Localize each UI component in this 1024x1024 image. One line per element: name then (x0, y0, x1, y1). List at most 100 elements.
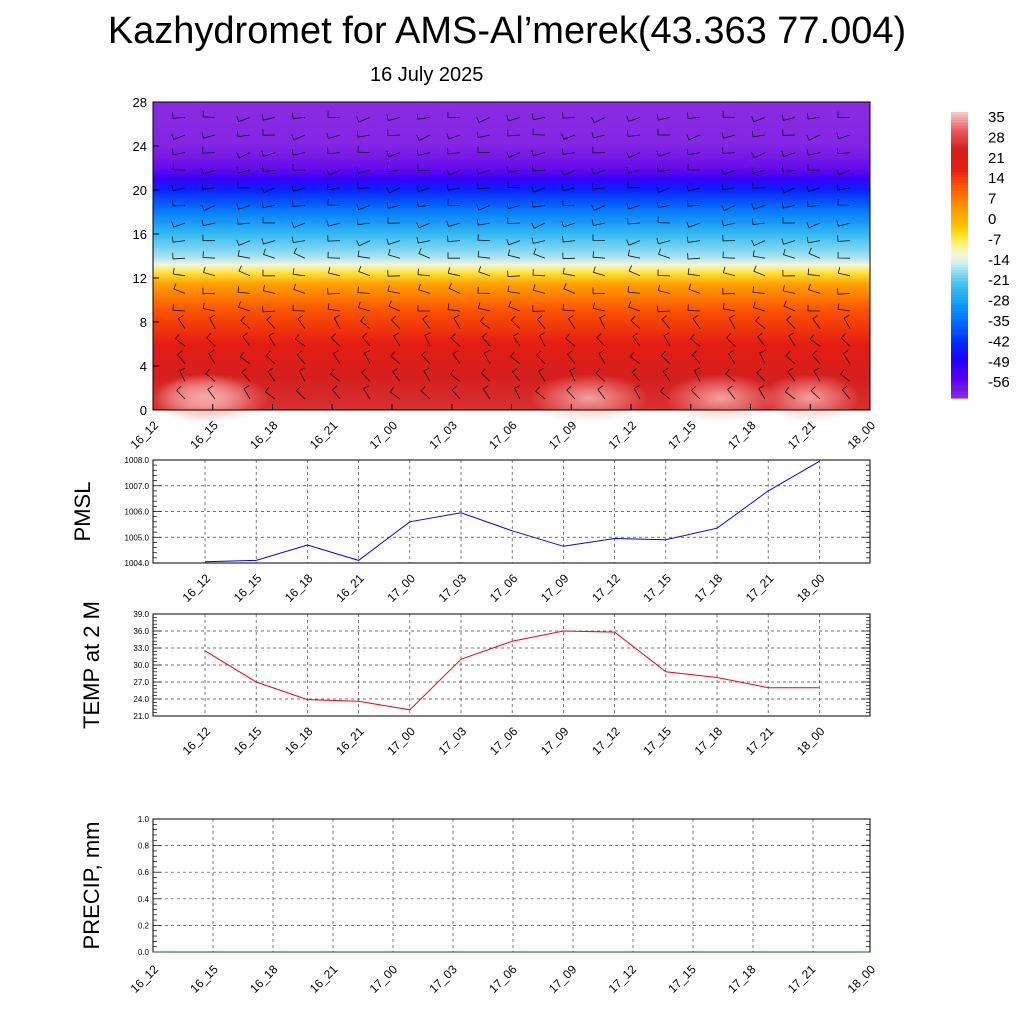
wind-barb (758, 385, 766, 400)
wind-barb (752, 301, 766, 312)
wind-barb (480, 368, 491, 382)
colorbar-segment (951, 112, 968, 116)
wind-barb (836, 169, 851, 176)
wind-barb (291, 134, 306, 141)
wind-barb (262, 284, 276, 294)
x-tick-label: 17_03 (426, 418, 460, 452)
wind-barb (172, 304, 186, 312)
wind-barb (261, 186, 276, 194)
wind-barb (506, 202, 521, 210)
colorbar-segment (951, 324, 968, 328)
wind-barb (633, 385, 641, 400)
wind-barb (785, 351, 796, 365)
colorbar-segment (951, 210, 968, 214)
colorbar-label: 28 (988, 129, 1005, 146)
colorbar-segment (951, 294, 968, 298)
colorbar-segment (951, 387, 968, 391)
colorbar-segment (951, 231, 968, 236)
wind-barb (507, 249, 521, 259)
wind-barb (725, 368, 736, 382)
wind-barb (786, 315, 796, 329)
wind-barb (387, 270, 401, 277)
wind-barb (482, 385, 491, 400)
y-tick-label: 28 (133, 95, 147, 110)
wind-barb (686, 221, 701, 228)
colorbar-segment (951, 240, 968, 244)
wind-barb (331, 385, 341, 400)
wind-barb (514, 385, 521, 400)
wind-barb (268, 332, 276, 347)
wind-barb (262, 269, 275, 277)
wind-barb (842, 350, 851, 365)
colorbar-segment (951, 269, 968, 274)
wind-barb (839, 369, 851, 382)
colorbar-segment (951, 381, 968, 385)
colorbar-segment (951, 370, 968, 375)
colorbar-segment (951, 305, 968, 309)
wind-barb (423, 367, 431, 382)
wind-barb (477, 287, 491, 294)
wind-barb (417, 268, 431, 277)
wind-barb (535, 350, 546, 365)
wind-barb (687, 304, 701, 312)
wind-barb (202, 302, 216, 312)
wind-barb (591, 117, 606, 124)
colorbar-segment (951, 340, 968, 345)
wind-barb (626, 151, 641, 159)
wind-barb (238, 301, 251, 312)
wind-barb (687, 163, 701, 171)
wind-barb (356, 218, 371, 226)
wind-barb (751, 203, 766, 210)
wind-barb (722, 287, 736, 295)
wind-barb (657, 216, 671, 224)
wind-barb (386, 238, 401, 245)
colorbar-segment (951, 259, 968, 263)
wind-barb (687, 200, 701, 207)
x-tick-label: 16_15 (231, 571, 265, 605)
wind-barb (418, 283, 431, 294)
wind-barb (532, 128, 546, 136)
colorbar-segment (951, 128, 968, 132)
wind-barb (237, 286, 251, 294)
colorbar-segment (951, 275, 968, 279)
colorbar-segment (951, 147, 968, 151)
wind-barb (172, 199, 186, 207)
wind-barb (686, 148, 701, 156)
wind-barb (449, 369, 461, 382)
wind-barb (657, 129, 670, 136)
wind-barb (506, 239, 521, 246)
y-tick-label: 0.8 (138, 842, 150, 851)
wind-barb (416, 222, 431, 229)
wind-barb (691, 350, 701, 365)
wind-barb (692, 314, 701, 329)
wind-barb (631, 368, 641, 382)
wind-barb (806, 112, 821, 120)
wind-barb (177, 314, 186, 329)
colorbar-segment (951, 163, 968, 168)
wind-barb (236, 239, 251, 246)
wind-barb (240, 315, 251, 329)
wind-barb (843, 314, 851, 329)
colorbar-segment (951, 131, 968, 135)
colorbar-segment (951, 122, 968, 127)
wind-barb (356, 116, 371, 123)
wind-barb (721, 219, 736, 227)
colorbar-segment (951, 133, 968, 138)
wind-barb (533, 248, 546, 259)
wind-barb (751, 152, 766, 159)
warm-surface-anomaly (154, 374, 271, 422)
wind-barb (447, 111, 461, 119)
wind-barb (507, 181, 521, 189)
wind-barb (562, 235, 576, 243)
wind-barb (561, 169, 576, 177)
wind-barb (809, 334, 821, 347)
colorbar-segment (951, 114, 968, 119)
wind-barb (262, 165, 276, 172)
wind-barb (782, 269, 796, 277)
wind-barb (176, 385, 186, 400)
wind-barb (728, 314, 736, 329)
y-tick-label: 8 (140, 315, 147, 330)
wind-barb (207, 385, 216, 400)
wind-barb (531, 113, 546, 121)
wind-barb (595, 368, 606, 382)
